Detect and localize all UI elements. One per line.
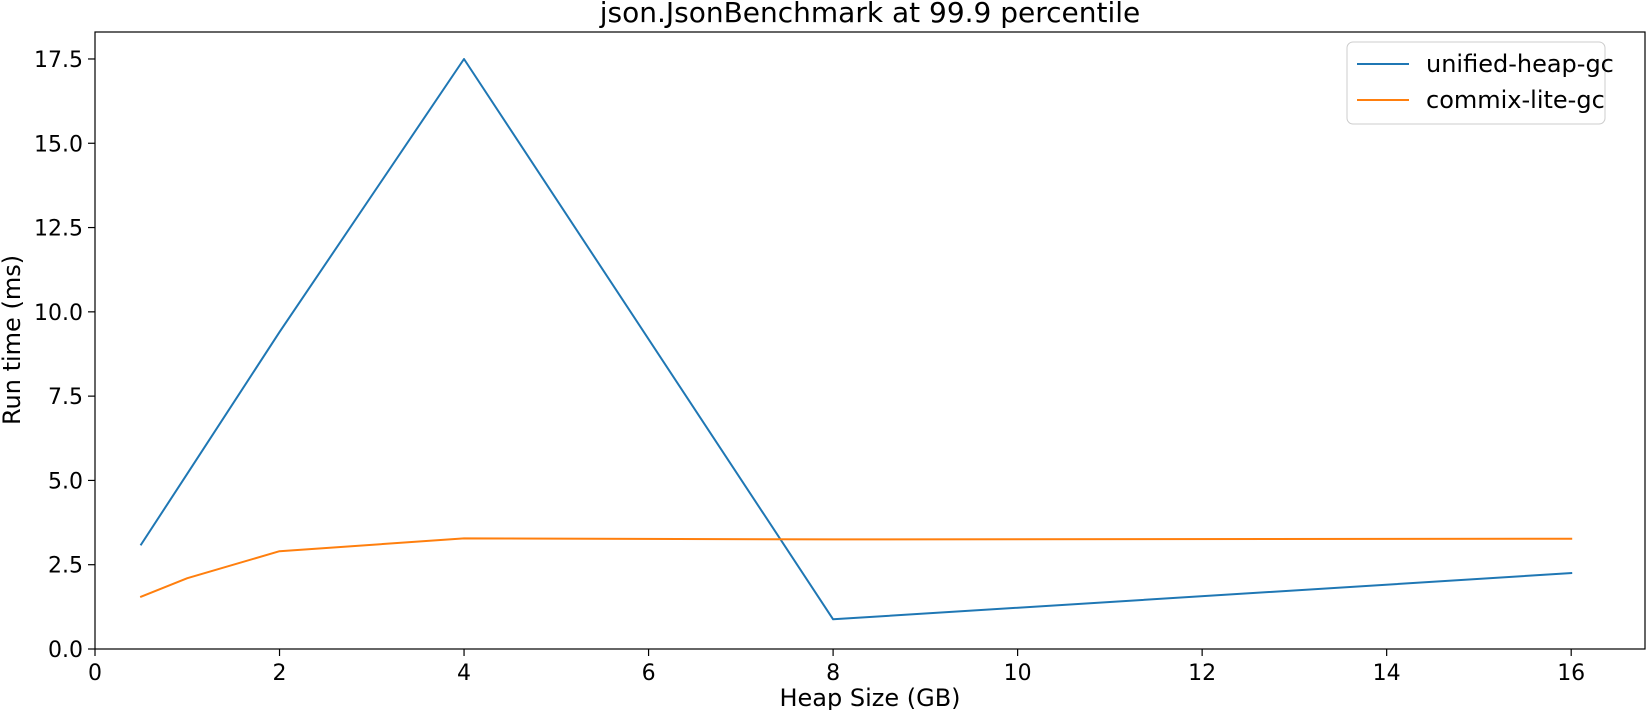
x-tick-label: 10 — [1004, 661, 1032, 686]
series-line-unified-heap-gc — [139, 58, 1573, 621]
x-tick-label: 2 — [273, 661, 287, 686]
legend: unified-heap-gc commix-lite-gc — [1346, 41, 1614, 125]
y-tick-label: 2.5 — [48, 554, 83, 579]
y-tick-label: 12.5 — [34, 217, 83, 242]
x-tick-label: 12 — [1188, 661, 1216, 686]
legend-box — [1346, 41, 1606, 125]
x-tick-label: 16 — [1557, 661, 1585, 686]
legend-label-unified-heap-gc: unified-heap-gc — [1426, 50, 1614, 78]
y-tick-label: 15.0 — [34, 132, 83, 157]
x-axis-label: Heap Size (GB) — [779, 684, 960, 710]
y-axis-label: Run time (ms) — [0, 255, 26, 425]
x-tick-label: 14 — [1373, 661, 1401, 686]
series-layer — [139, 58, 1573, 621]
y-tick-label: 7.5 — [48, 385, 83, 410]
x-tick-label: 4 — [457, 661, 471, 686]
y-tick-label: 10.0 — [34, 301, 83, 326]
series-line-commix-lite-gc — [139, 537, 1573, 599]
x-axis: 0 2 4 6 8 10 12 14 16 — [88, 649, 1585, 686]
plot-frame — [94, 31, 1646, 650]
x-tick-label: 8 — [826, 661, 840, 686]
x-tick-label: 0 — [88, 661, 102, 686]
legend-label-commix-lite-gc: commix-lite-gc — [1426, 86, 1605, 114]
y-tick-label: 0.0 — [48, 638, 83, 663]
y-tick-label: 17.5 — [34, 48, 83, 73]
y-tick-label: 5.0 — [48, 469, 83, 494]
y-axis: 0.0 2.5 5.0 7.5 10.0 12.5 15.0 17.5 — [34, 48, 95, 663]
chart-title: json.JsonBenchmark at 99.9 percentile — [599, 0, 1141, 29]
x-tick-label: 6 — [642, 661, 656, 686]
